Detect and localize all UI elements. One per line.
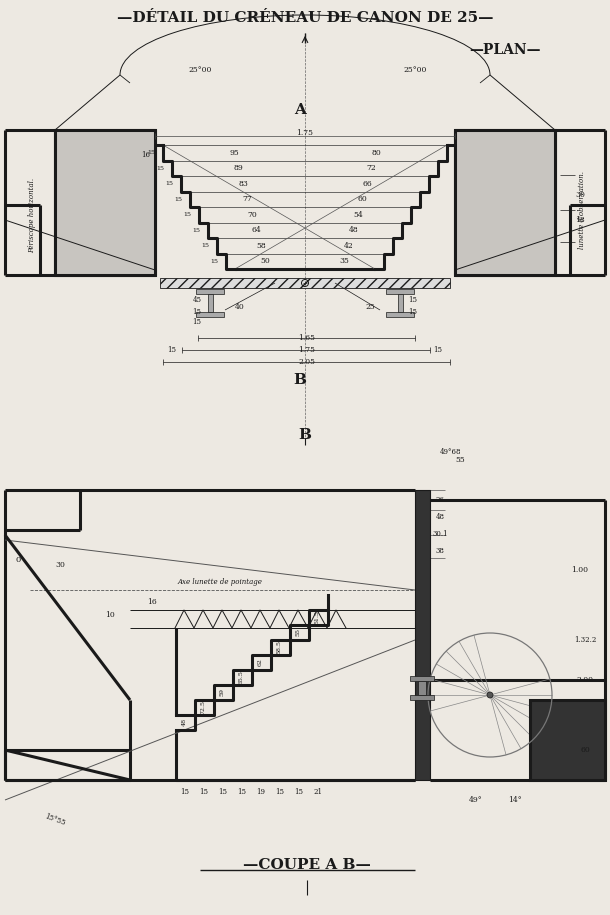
Text: 89: 89 (234, 165, 243, 172)
Text: 21: 21 (314, 788, 323, 796)
Text: 42: 42 (344, 242, 354, 250)
Text: 30: 30 (575, 191, 585, 199)
Text: 15: 15 (156, 166, 164, 171)
Text: 30.1: 30.1 (432, 530, 448, 538)
Text: 58: 58 (256, 242, 266, 250)
Bar (208, 294, 213, 312)
Text: A: A (294, 103, 306, 117)
Bar (196, 312, 224, 317)
Bar (398, 294, 403, 312)
Text: 1.75: 1.75 (296, 129, 314, 137)
Text: 15: 15 (199, 788, 209, 796)
Text: 16: 16 (141, 151, 150, 159)
Text: 26: 26 (436, 496, 445, 504)
Text: 15: 15 (165, 181, 173, 187)
Text: 77: 77 (243, 195, 253, 203)
Text: 25°00: 25°00 (403, 66, 426, 74)
Text: 1.32.2: 1.32.2 (574, 636, 596, 644)
Text: 15: 15 (183, 212, 191, 217)
Text: 25°00: 25°00 (188, 66, 212, 74)
Text: 19: 19 (256, 788, 265, 796)
Text: 35: 35 (340, 257, 350, 265)
Text: 65.5: 65.5 (239, 670, 243, 684)
Text: —COUPE A B—: —COUPE A B— (243, 858, 371, 872)
Text: 45: 45 (193, 296, 201, 304)
Text: 55: 55 (295, 628, 301, 636)
Bar (418, 681, 426, 695)
Text: 49°: 49° (469, 796, 483, 804)
Text: 30: 30 (55, 561, 65, 569)
Text: 38: 38 (436, 547, 445, 555)
Text: 2.00: 2.00 (576, 676, 594, 684)
Text: 15: 15 (193, 318, 201, 326)
Text: 15: 15 (276, 788, 284, 796)
Bar (410, 695, 434, 700)
Text: 10: 10 (105, 611, 115, 619)
Text: 1.00: 1.00 (572, 566, 589, 574)
Text: 54: 54 (353, 210, 363, 219)
Text: 0: 0 (15, 556, 21, 564)
Text: Axe lunette de pointage: Axe lunette de pointage (178, 578, 262, 586)
Text: 83: 83 (238, 179, 248, 188)
Text: 66: 66 (362, 179, 372, 188)
Text: —DÉTAIL DU CRÉNEAU DE CANON DE 25—: —DÉTAIL DU CRÉNEAU DE CANON DE 25— (117, 11, 493, 25)
Text: 15: 15 (193, 308, 201, 316)
Bar (455, 130, 555, 275)
Text: 80: 80 (371, 149, 381, 156)
Text: 58.5: 58.5 (276, 640, 281, 654)
Text: 15: 15 (295, 788, 304, 796)
Text: 48: 48 (182, 718, 187, 727)
Text: 64: 64 (251, 226, 261, 234)
Text: 15: 15 (181, 788, 190, 796)
Text: lunette d'observation.: lunette d'observation. (578, 171, 586, 249)
Text: 15: 15 (168, 346, 176, 354)
Text: B: B (298, 428, 312, 442)
Text: 1.75: 1.75 (298, 346, 315, 354)
Text: B: B (293, 373, 306, 387)
Text: 25: 25 (365, 303, 375, 311)
Text: 60: 60 (580, 746, 590, 754)
Text: 15: 15 (192, 228, 200, 232)
Text: 49°68: 49°68 (439, 448, 461, 456)
Text: 15: 15 (434, 346, 442, 354)
Text: 18: 18 (575, 216, 585, 224)
Bar (55, 130, 155, 275)
Text: 62: 62 (257, 658, 262, 666)
Text: 70: 70 (247, 210, 257, 219)
Bar (386, 312, 414, 317)
Text: 72.5: 72.5 (201, 700, 206, 714)
Text: 60: 60 (357, 195, 367, 203)
Text: 50: 50 (260, 257, 270, 265)
Text: 15: 15 (409, 308, 417, 316)
Text: 15°55: 15°55 (43, 813, 66, 827)
Text: 40: 40 (235, 303, 245, 311)
Text: 55: 55 (455, 456, 465, 464)
Text: Périscope horizontal.: Périscope horizontal. (28, 178, 36, 253)
Text: 48: 48 (349, 226, 359, 234)
Circle shape (487, 692, 493, 698)
Text: 59: 59 (220, 688, 224, 696)
Text: 16: 16 (147, 598, 157, 606)
Text: —PLAN—: —PLAN— (469, 43, 540, 57)
Text: 1.65: 1.65 (298, 334, 315, 342)
Bar (160, 278, 450, 288)
Text: 15: 15 (174, 197, 182, 201)
Text: 15: 15 (201, 243, 209, 248)
Text: 2.05: 2.05 (298, 358, 315, 366)
Bar (386, 289, 414, 294)
Text: 48: 48 (436, 513, 445, 521)
Text: 15: 15 (237, 788, 246, 796)
Bar (530, 700, 605, 780)
Bar (196, 289, 224, 294)
Bar (410, 676, 434, 681)
Text: 15: 15 (147, 150, 155, 156)
Text: 15: 15 (218, 788, 228, 796)
Text: 15: 15 (409, 296, 417, 304)
Text: 14°: 14° (508, 796, 522, 804)
Text: 51.5: 51.5 (315, 610, 320, 624)
Text: 72: 72 (367, 165, 376, 172)
Text: 95: 95 (229, 149, 239, 156)
Text: 15: 15 (210, 259, 218, 264)
Bar (415, 490, 430, 780)
